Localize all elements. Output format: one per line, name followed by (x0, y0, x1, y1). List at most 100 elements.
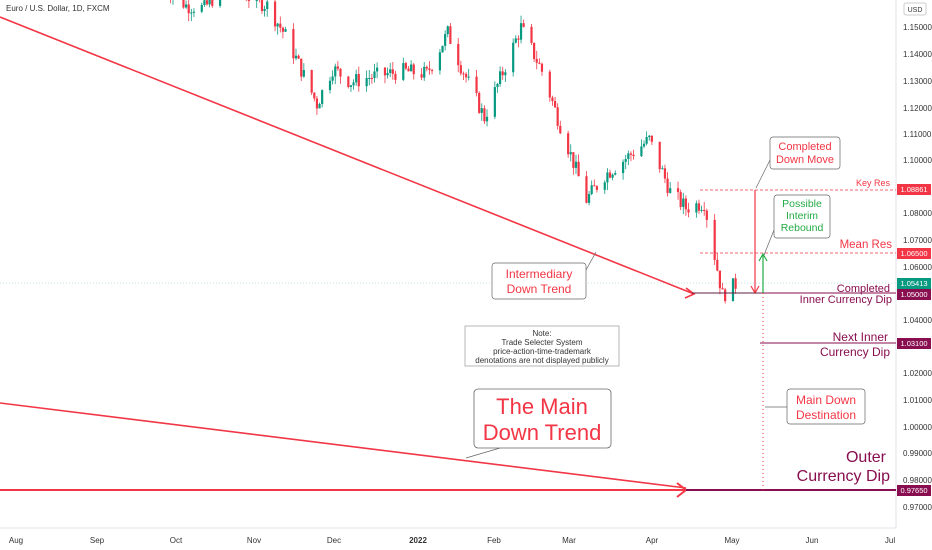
candle-body (444, 33, 447, 46)
candle-body (260, 0, 264, 11)
candle-body (410, 64, 413, 72)
callout-completed-down-move[interactable]: Completed Down Move (755, 136, 841, 189)
candle-body (349, 85, 353, 87)
candle-body (703, 209, 706, 211)
candle-body (650, 135, 653, 142)
candle-body (247, 0, 250, 2)
candle-body (585, 176, 588, 203)
price-tag-text: 1.05413 (900, 279, 927, 288)
y-ticks: 1.15000 1.14000 1.13000 1.12000 1.11000 … (903, 23, 932, 512)
candle-body (423, 66, 426, 78)
candle-body (300, 58, 303, 77)
candle-body (334, 66, 337, 77)
candle-body (512, 42, 515, 73)
rebound-arrow (758, 252, 768, 262)
candle-body (522, 23, 525, 27)
candle-body (666, 178, 669, 193)
candle-body (621, 161, 625, 174)
candle-body (425, 66, 428, 69)
candle-body (624, 159, 627, 162)
candle-body (553, 100, 557, 108)
candle-body (514, 38, 517, 43)
candle-body (504, 72, 507, 76)
candle-body (294, 55, 298, 59)
main-trendline[interactable] (0, 402, 687, 489)
candle-body (420, 74, 423, 78)
x-tick: 2022 (409, 536, 427, 545)
note-text: denotations are not displayed publicly (475, 356, 608, 365)
candle-body (606, 172, 609, 183)
x-tick: Dec (327, 536, 341, 545)
candle-body (721, 288, 724, 290)
note-text: Trade Selecter System (501, 338, 582, 347)
candle-body (556, 107, 559, 126)
candle-body (211, 0, 214, 6)
candle-body (182, 0, 185, 8)
callout-main-trend[interactable]: The Main Down Trend (465, 388, 612, 459)
candle-body (389, 69, 392, 73)
candle-body (467, 76, 470, 78)
callout-possible-rebound[interactable]: Possible Interim Rebound (763, 194, 831, 256)
candlestick-series (169, 0, 737, 304)
candle-body (716, 259, 719, 271)
y-tick: 1.07000 (903, 236, 932, 245)
candle-body (658, 141, 661, 170)
y-tick: 1.04000 (903, 316, 932, 325)
candle-body (273, 1, 277, 27)
x-tick: Aug (9, 536, 23, 545)
candle-body (391, 69, 394, 74)
candle-body (663, 168, 667, 179)
candle-body (404, 63, 407, 69)
x-tick: Apr (646, 536, 659, 545)
y-tick: 1.00000 (903, 423, 932, 432)
price-tag-text: 1.08861 (900, 185, 927, 194)
candle-body (574, 161, 578, 168)
callout-intermediary-trend[interactable]: Intermediary Down Trend (491, 251, 597, 300)
candle-body (731, 278, 735, 302)
candle-body (394, 73, 397, 80)
completed-inner-label: Completed (837, 283, 890, 295)
note-text: Note: (532, 329, 551, 338)
currency-badge[interactable] (903, 2, 927, 16)
candle-body (266, 1, 269, 9)
intermediary-trendline[interactable] (0, 16, 695, 295)
candle-body (538, 62, 541, 64)
candle-body (355, 74, 358, 83)
candle-body (645, 137, 648, 144)
completed-inner-label: Inner Currency Dip (800, 294, 892, 306)
candle-body (412, 64, 415, 75)
candle-body (567, 133, 570, 155)
candle-body (572, 152, 575, 168)
candle-body (475, 76, 478, 93)
y-tick: 1.14000 (903, 50, 932, 59)
candle-body (318, 103, 321, 109)
candle-body (292, 29, 295, 59)
y-tick: 1.01000 (903, 396, 932, 405)
next-inner-label: Currency Dip (820, 345, 890, 359)
candle-body (383, 67, 387, 76)
candle-body (478, 92, 481, 113)
candle-body (190, 12, 193, 14)
candle-body (184, 4, 188, 8)
note-text: price-action-time-trademark (493, 347, 592, 356)
candle-body (386, 72, 389, 76)
price-tag-next-inner: 1.03100 (897, 338, 931, 349)
callout-text: Main Down (796, 393, 856, 407)
x-tick: Jul (885, 536, 895, 545)
candle-body (483, 108, 486, 122)
candle-body (713, 219, 716, 260)
candle-body (373, 71, 376, 78)
candle-body (687, 209, 690, 213)
candle-body (321, 90, 324, 104)
candle-body (530, 26, 533, 43)
candle-body (611, 174, 614, 178)
y-tick: 1.10000 (903, 156, 932, 165)
candle-body (376, 67, 379, 72)
candle-body (734, 278, 737, 289)
x-tick: May (724, 536, 739, 545)
callout-text: Down Move (776, 154, 834, 166)
callout-main-destination[interactable]: Main Down Destination (765, 388, 866, 425)
candle-body (357, 74, 360, 87)
candle-body (464, 73, 468, 78)
